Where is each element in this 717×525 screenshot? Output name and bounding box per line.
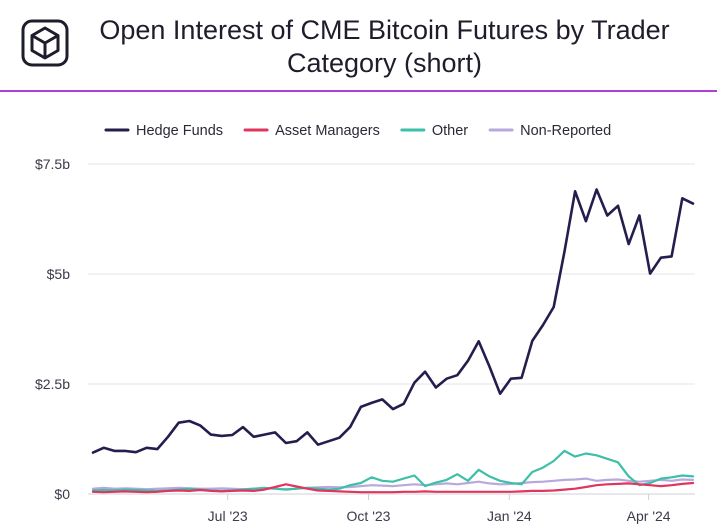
x-tick-label: Oct '23 (347, 508, 391, 524)
y-tick-label: $5b (47, 266, 71, 282)
chart-title: Open Interest of CME Bitcoin Futures by … (99, 15, 670, 78)
series-line-other (91, 449, 695, 492)
series-line-asset-managers (91, 481, 695, 494)
chart-legend: Hedge Funds Asset Managers Other Non-Report… (104, 123, 611, 139)
legend-item-non-reported[interactable]: Non-Reported (488, 123, 611, 139)
x-axis: Jul '23 Oct '23 Jan '24 Apr '24 (208, 494, 671, 524)
legend-item-asset-managers[interactable]: Asset Managers (243, 123, 380, 139)
legend-item-other[interactable]: Other (400, 123, 468, 139)
x-tick-label: Jul '23 (208, 508, 248, 524)
legend-item-hedge-funds[interactable]: Hedge Funds (104, 123, 223, 139)
cube-logo-icon (21, 19, 69, 67)
y-axis: $0 $2.5b $5b $7.5b (35, 156, 70, 502)
y-tick-label: $7.5b (35, 156, 70, 172)
legend-label: Other (432, 123, 468, 139)
y-tick-label: $2.5b (35, 376, 70, 392)
legend-label: Asset Managers (275, 123, 380, 139)
x-tick-label: Jan '24 (487, 508, 532, 524)
x-tick-label: Apr '24 (627, 508, 671, 524)
series-lines (91, 188, 695, 494)
y-tick-label: $0 (54, 486, 70, 502)
legend-label: Hedge Funds (136, 123, 223, 139)
series-line-hedge-funds (91, 188, 695, 454)
line-chart: Hedge Funds Asset Managers Other Non-Report… (35, 123, 695, 524)
legend-label: Non-Reported (520, 123, 611, 139)
grid-lines (88, 163, 695, 495)
chart-header: Open Interest of CME Bitcoin Futures by … (0, 0, 717, 92)
